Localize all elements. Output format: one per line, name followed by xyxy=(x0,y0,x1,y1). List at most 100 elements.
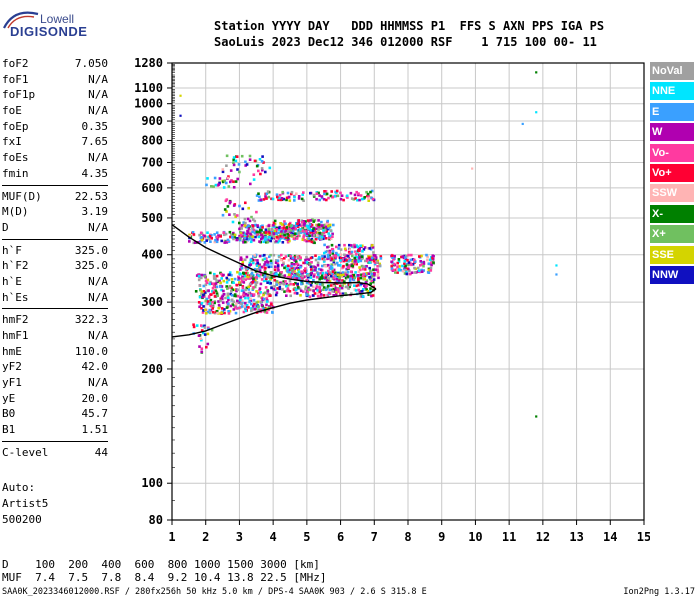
echo-point xyxy=(359,244,362,247)
echo-point xyxy=(232,204,236,207)
echo-point xyxy=(228,284,232,288)
echo-point xyxy=(292,283,295,286)
echo-point xyxy=(372,254,376,257)
echo-point xyxy=(315,285,319,288)
echo-point xyxy=(222,279,226,283)
echo-point xyxy=(316,294,320,298)
echo-point xyxy=(419,264,422,267)
echo-point xyxy=(275,237,278,241)
echo-point xyxy=(296,282,299,286)
echo-point xyxy=(263,275,266,279)
echo-point xyxy=(275,193,279,196)
echo-point xyxy=(335,290,338,294)
echo-point xyxy=(426,258,429,262)
echo-point xyxy=(365,288,368,291)
echo-point xyxy=(328,254,331,257)
echo-point xyxy=(249,297,252,300)
echo-point xyxy=(235,289,238,293)
echo-point xyxy=(414,260,417,263)
echo-point xyxy=(237,275,240,279)
echo-point xyxy=(319,293,323,296)
echo-point xyxy=(237,163,241,166)
param-row: foE N/A xyxy=(2,103,108,119)
echo-point xyxy=(249,274,253,278)
echo-point xyxy=(243,305,246,308)
param-row: MUF(D) 22.53 xyxy=(2,189,108,205)
echo-point xyxy=(248,158,252,161)
echo-point xyxy=(292,258,296,261)
echo-point xyxy=(202,309,205,312)
echo-point xyxy=(239,296,242,300)
echo-point xyxy=(268,280,271,283)
echo-point xyxy=(266,275,270,279)
echo-point xyxy=(304,287,307,291)
echo-point xyxy=(260,278,264,281)
param-value: N/A xyxy=(88,88,108,102)
legend-item-noval: NoVal xyxy=(650,62,694,80)
echo-point xyxy=(318,198,321,202)
echo-point xyxy=(309,273,313,276)
echo-point xyxy=(320,274,324,278)
echo-point xyxy=(339,197,343,201)
echo-point xyxy=(330,257,334,261)
echo-point xyxy=(261,236,264,240)
echo-point xyxy=(284,280,287,283)
parameter-panel: foF2 7.050 foF1 N/A foF1p N/A foE N/A foEp 0.35 fx… xyxy=(2,56,108,461)
echo-point xyxy=(321,237,325,241)
echo-point xyxy=(370,245,373,249)
param-label: foEs xyxy=(2,151,29,165)
echo-point xyxy=(278,283,282,286)
echo-point xyxy=(271,310,274,314)
echo-point xyxy=(239,233,243,237)
param-label: foEp xyxy=(2,119,29,133)
echo-point xyxy=(312,195,316,198)
echo-point xyxy=(249,263,253,266)
echo-point xyxy=(305,224,309,228)
echo-point xyxy=(307,288,311,291)
echo-point xyxy=(239,283,242,286)
echo-point xyxy=(282,275,285,278)
echo-point xyxy=(232,156,236,159)
echo-point xyxy=(358,268,362,272)
echo-point xyxy=(265,311,269,314)
echo-point xyxy=(234,159,238,163)
echo-point xyxy=(354,289,358,292)
param-value: 44 xyxy=(94,445,108,459)
param-label: foF1 xyxy=(2,72,29,86)
echo-point xyxy=(317,223,321,226)
echo-point xyxy=(250,309,253,313)
echo-point xyxy=(258,195,261,199)
echo-point xyxy=(321,257,324,261)
echo-point xyxy=(350,250,354,254)
echo-point xyxy=(219,297,223,300)
echo-point xyxy=(200,302,204,305)
echo-point xyxy=(328,223,332,227)
param-value: 325.0 xyxy=(74,259,108,273)
echo-point xyxy=(264,266,267,270)
echo-point xyxy=(236,270,239,274)
echo-point xyxy=(227,298,230,302)
echo-point xyxy=(242,281,246,284)
echo-point xyxy=(374,268,378,271)
echo-point xyxy=(276,262,280,265)
echo-point xyxy=(284,236,288,240)
echo-point xyxy=(429,266,433,270)
echo-point xyxy=(361,250,364,253)
echo-point xyxy=(209,282,213,285)
echo-point xyxy=(343,253,346,257)
echo-point xyxy=(257,235,261,239)
param-separator xyxy=(2,238,108,240)
echo-point xyxy=(354,258,357,262)
echo-point xyxy=(322,288,325,291)
echo-point xyxy=(292,237,296,240)
echo-point xyxy=(277,231,280,235)
echo-point xyxy=(199,231,203,235)
echo-point xyxy=(275,272,278,275)
echo-point xyxy=(408,272,412,276)
echo-point xyxy=(227,312,231,315)
echo-point xyxy=(369,247,373,251)
tick-label-y: 600 xyxy=(141,181,163,195)
echo-point xyxy=(213,274,216,278)
echo-point xyxy=(355,262,358,266)
echo-point xyxy=(329,271,332,274)
